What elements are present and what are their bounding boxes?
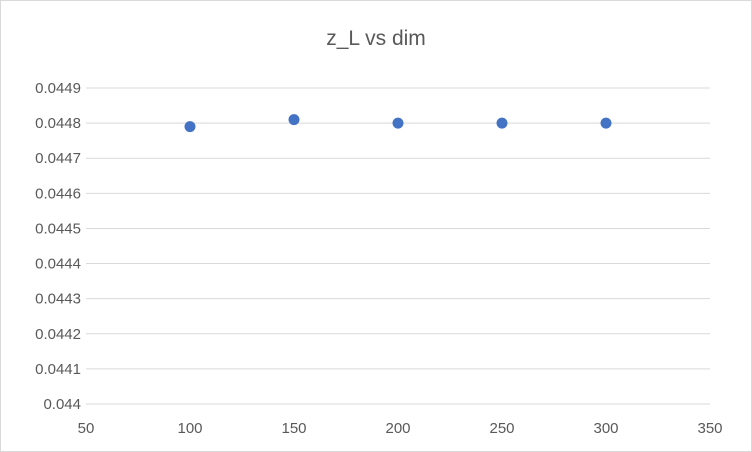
y-tick-label: 0.0448 bbox=[35, 115, 81, 132]
y-tick-label: 0.0442 bbox=[35, 326, 81, 343]
y-tick-label: 0.0443 bbox=[35, 291, 81, 308]
y-tick-label: 0.0449 bbox=[35, 80, 81, 97]
x-tick-label: 250 bbox=[489, 420, 514, 437]
x-tick-label: 150 bbox=[281, 420, 306, 437]
y-tick-label: 0.0444 bbox=[35, 256, 81, 273]
data-point bbox=[496, 117, 508, 129]
x-tick-label: 300 bbox=[593, 420, 618, 437]
x-tick-label: 100 bbox=[177, 420, 202, 437]
y-tick-label: 0.0445 bbox=[35, 220, 81, 237]
data-point bbox=[600, 117, 612, 129]
data-point bbox=[184, 121, 196, 133]
y-tick-label: 0.0447 bbox=[35, 150, 81, 167]
y-tick-label: 0.0446 bbox=[35, 185, 81, 202]
y-tick-label: 0.0441 bbox=[35, 361, 81, 378]
y-tick-label: 0.044 bbox=[43, 396, 81, 413]
data-point bbox=[392, 117, 404, 129]
chart-title: z_L vs dim bbox=[326, 27, 426, 50]
data-point bbox=[288, 114, 300, 126]
x-tick-label: 350 bbox=[697, 420, 722, 437]
x-tick-label: 50 bbox=[78, 420, 95, 437]
x-tick-label: 200 bbox=[385, 420, 410, 437]
